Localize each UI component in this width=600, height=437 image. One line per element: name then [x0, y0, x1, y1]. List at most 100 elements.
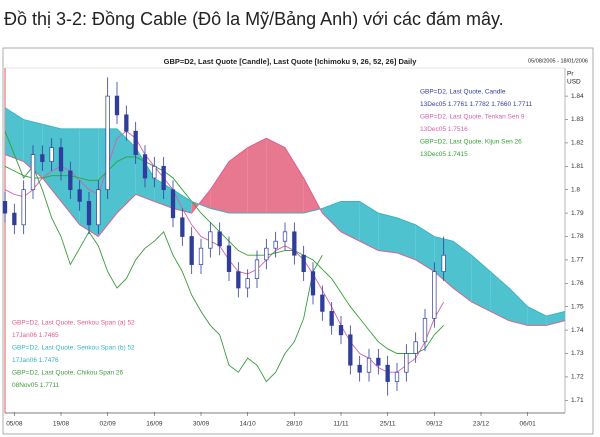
candle-body [254, 259, 260, 279]
y-tick-label: 1.79 [571, 210, 584, 217]
cloud [397, 217, 416, 260]
candle-body [161, 165, 166, 191]
cloud [173, 189, 192, 214]
cloud [117, 128, 136, 214]
cloud [378, 213, 397, 253]
candle-body [245, 278, 250, 289]
legend-label: GBP=D2, Last Quote, Chikou Span 26 [12, 370, 123, 377]
cloud [415, 224, 435, 272]
y-tick-label: 1.81 [571, 163, 584, 170]
line [4, 131, 323, 383]
legend-label: GBP=D2, Last Quote, Candle [420, 89, 506, 96]
candle-body [30, 154, 36, 191]
cloud [453, 241, 472, 303]
legend-label: GBP=D2, Last Quote, Kijun Sen 26 [420, 139, 522, 146]
cloud [266, 138, 285, 214]
candle-body [189, 236, 194, 265]
line [4, 107, 566, 317]
legend-value: 13Dec05 1.7516 [420, 126, 468, 133]
x-tick-label: 02/09 [100, 421, 117, 428]
y-tick-label: 1.77 [571, 257, 584, 264]
cloud [341, 201, 360, 242]
candle-body [124, 114, 129, 132]
candle-body [441, 254, 446, 272]
candle-body [133, 130, 138, 155]
x-tick-label: 25/11 [380, 421, 396, 428]
y-tick-label: 1.83 [571, 116, 584, 123]
legend-label: GBP=D2, Last Quote, Tenkan Sen 9 [420, 114, 525, 121]
y-tick-label: 1.72 [571, 374, 584, 381]
cloud [490, 271, 509, 321]
cloud [247, 138, 267, 214]
candle-body [264, 247, 269, 261]
x-tick-label: 28/10 [286, 421, 303, 428]
y-tick-label: 1.82 [571, 140, 584, 147]
candle-body [301, 254, 306, 272]
candle-body [413, 341, 418, 354]
candle-body [394, 371, 400, 382]
y-axis-label: USD [567, 79, 581, 86]
candle-body [96, 189, 101, 226]
candle-body [58, 147, 64, 172]
cloud [285, 147, 304, 214]
x-tick-label: 16/09 [146, 421, 163, 428]
candle-body [385, 364, 390, 382]
cloud [471, 255, 491, 312]
x-tick-label: 14/10 [240, 421, 257, 428]
y-tick-label: 1.73 [571, 350, 584, 357]
candle-body [282, 231, 288, 242]
candle-body [217, 231, 222, 247]
y-tick-label: 1.76 [571, 280, 584, 287]
y-axis-label: Pr [567, 71, 574, 78]
candle-body [292, 231, 297, 256]
cloud [79, 128, 99, 237]
candle-body [236, 271, 241, 289]
y-tick-label: 1.75 [571, 303, 584, 310]
y-tick-label: 1.71 [571, 397, 584, 404]
candle-body [273, 240, 278, 249]
candle-body [432, 271, 437, 319]
candle-body [226, 245, 232, 272]
candle-body [86, 201, 92, 226]
x-tick-label: 05/08 [6, 421, 23, 428]
cloud [229, 147, 248, 214]
candle-body [376, 357, 381, 366]
cloud [191, 189, 211, 214]
x-tick-label: 09/12 [426, 421, 443, 428]
candle-body [49, 147, 54, 162]
y-tick-label: 1.8 [571, 186, 580, 193]
candle-body [68, 170, 73, 191]
y-tick-label: 1.84 [571, 93, 584, 100]
candle-body [422, 318, 428, 343]
x-tick-label: 06/01 [520, 421, 537, 428]
legend-value: 17Jan06 1.7476 [12, 357, 59, 364]
y-tick-label: 1.74 [571, 327, 584, 334]
candle-body [152, 165, 157, 179]
candle-body [320, 294, 325, 312]
legend-label: GBP=D2, Last Quote, Senkou Span (b) 52 [12, 345, 135, 352]
x-tick-label: 11/11 [333, 421, 349, 428]
cloud [322, 201, 341, 232]
candle-body [329, 311, 334, 326]
x-tick-label: 30/09 [193, 421, 210, 428]
candle-body [77, 189, 82, 202]
legend-value: 08Nov05 1.7711 [12, 382, 60, 389]
cloud [5, 107, 24, 162]
legend-label: GBP=D2, Last Quote, Senkou Span (a) 52 [12, 320, 135, 327]
chart-frame [2, 47, 594, 435]
candle-body [348, 334, 353, 366]
legend-value: 17Jan06 1.7465 [12, 332, 59, 339]
line [4, 137, 566, 326]
candle-body [40, 154, 45, 162]
candle-body [105, 95, 110, 191]
candle-body [310, 271, 316, 296]
chart-title: GBP=D2, Last Quote [Candle], Last Quote … [164, 57, 418, 66]
candle-body [114, 95, 120, 116]
candle-body [170, 189, 176, 219]
candle-body [21, 189, 26, 226]
candle-body [366, 357, 372, 373]
legend-value: 13Dec05 1.7415 [420, 151, 468, 158]
candle-body [12, 212, 17, 226]
y-tick-label: 1.78 [571, 233, 584, 240]
